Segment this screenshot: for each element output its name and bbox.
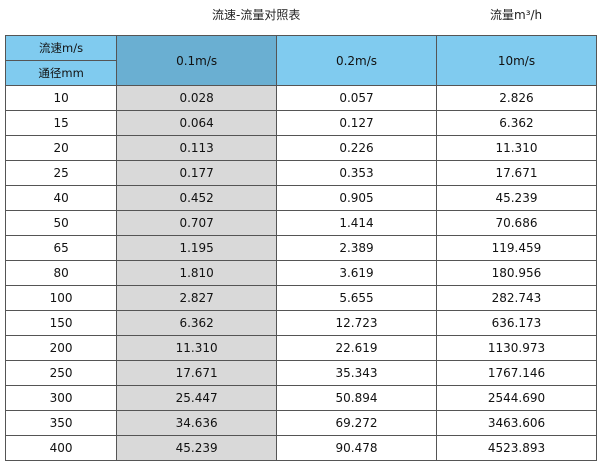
diameter-cell: 25 — [4, 160, 118, 186]
flow-cell: 0.113 — [116, 135, 278, 161]
column-header: 0.1m/s — [116, 35, 278, 86]
flow-cell: 50.894 — [276, 385, 437, 411]
flow-table: 流速m/s 0.1m/s 0.2m/s 10m/s 通径mm 10 0.028 0.… — [4, 35, 598, 461]
flow-cell: 45.239 — [435, 185, 598, 211]
column-header: 0.2m/s — [276, 35, 437, 86]
flow-cell: 0.177 — [116, 160, 278, 186]
diameter-cell: 300 — [4, 385, 118, 411]
flow-cell: 17.671 — [116, 360, 278, 386]
diameter-cell: 40 — [4, 185, 118, 211]
velocity-header: 流速m/s — [4, 35, 118, 61]
flow-cell: 0.707 — [116, 210, 278, 236]
flow-cell: 0.028 — [116, 85, 278, 111]
flow-cell: 17.671 — [435, 160, 598, 186]
diameter-cell: 15 — [4, 110, 118, 136]
flow-cell: 11.310 — [435, 135, 598, 161]
flow-cell: 12.723 — [276, 310, 437, 336]
table-row: 65 1.195 2.389 119.459 — [4, 235, 598, 261]
table-row: 80 1.810 3.619 180.956 — [4, 260, 598, 286]
flow-cell: 4523.893 — [435, 435, 598, 461]
diameter-cell: 200 — [4, 335, 118, 361]
flow-cell: 6.362 — [435, 110, 598, 136]
flow-cell: 45.239 — [116, 435, 278, 461]
table-row: 50 0.707 1.414 70.686 — [4, 210, 598, 236]
flow-cell: 2.826 — [435, 85, 598, 111]
header-row: 通径mm — [4, 60, 597, 86]
flow-cell: 119.459 — [435, 235, 598, 261]
flow-cell: 636.173 — [435, 310, 598, 336]
diameter-cell: 250 — [4, 360, 118, 386]
flow-cell: 0.353 — [276, 160, 437, 186]
column-header: 10m/s — [435, 35, 598, 86]
flow-cell: 0.064 — [116, 110, 278, 136]
table-row: 300 25.447 50.894 2544.690 — [4, 385, 598, 411]
diameter-cell: 80 — [4, 260, 118, 286]
flow-cell: 3463.606 — [435, 410, 598, 436]
table-row: 350 34.636 69.272 3463.606 — [4, 410, 598, 436]
flow-cell: 69.272 — [276, 410, 437, 436]
flow-cell: 2.389 — [276, 235, 437, 261]
flow-cell: 70.686 — [435, 210, 598, 236]
diameter-cell: 350 — [4, 410, 118, 436]
flow-cell: 1.810 — [116, 260, 278, 286]
diameter-cell: 100 — [4, 285, 118, 311]
table-row: 40 0.452 0.905 45.239 — [4, 185, 598, 211]
diameter-cell: 10 — [4, 85, 118, 111]
table-row: 200 11.310 22.619 1130.973 — [4, 335, 598, 361]
table-row: 100 2.827 5.655 282.743 — [4, 285, 598, 311]
table-title: 流速-流量对照表 — [212, 8, 301, 22]
diameter-cell: 65 — [4, 235, 118, 261]
flow-cell: 1.195 — [116, 235, 278, 261]
table-row: 20 0.113 0.226 11.310 — [4, 135, 598, 161]
flow-cell: 0.226 — [276, 135, 437, 161]
table-row: 150 6.362 12.723 636.173 — [4, 310, 598, 336]
flow-cell: 1130.973 — [435, 335, 598, 361]
table-row: 250 17.671 35.343 1767.146 — [4, 360, 598, 386]
flow-cell: 180.956 — [435, 260, 598, 286]
diameter-cell: 400 — [4, 435, 118, 461]
flow-cell: 35.343 — [276, 360, 437, 386]
table-row: 400 45.239 90.478 4523.893 — [4, 435, 598, 461]
flow-cell: 282.743 — [435, 285, 598, 311]
flow-cell: 0.905 — [276, 185, 437, 211]
flow-cell: 22.619 — [276, 335, 437, 361]
flow-cell: 6.362 — [116, 310, 278, 336]
header-row: 流速m/s 0.1m/s 0.2m/s 10m/s — [4, 35, 598, 86]
unit-label: 流量m³/h — [490, 8, 543, 22]
flow-cell: 0.452 — [116, 185, 278, 211]
flow-cell: 1767.146 — [435, 360, 598, 386]
flow-cell: 11.310 — [116, 335, 278, 361]
flow-cell: 90.478 — [276, 435, 437, 461]
flow-cell: 3.619 — [276, 260, 437, 286]
flow-cell: 0.127 — [276, 110, 437, 136]
table-row: 15 0.064 0.127 6.362 — [4, 110, 598, 136]
table-row: 10 0.028 0.057 2.826 — [4, 85, 598, 111]
diameter-cell: 50 — [4, 210, 118, 236]
flow-cell: 1.414 — [276, 210, 437, 236]
flow-cell: 25.447 — [116, 385, 278, 411]
flow-cell: 5.655 — [276, 285, 437, 311]
flow-cell: 34.636 — [116, 410, 278, 436]
diameter-header: 通径mm — [4, 60, 118, 86]
flow-cell: 2544.690 — [435, 385, 598, 411]
table-row: 25 0.177 0.353 17.671 — [4, 160, 598, 186]
flow-cell: 2.827 — [116, 285, 278, 311]
flow-cell: 0.057 — [276, 85, 437, 111]
diameter-cell: 20 — [4, 135, 118, 161]
diameter-cell: 150 — [4, 310, 118, 336]
